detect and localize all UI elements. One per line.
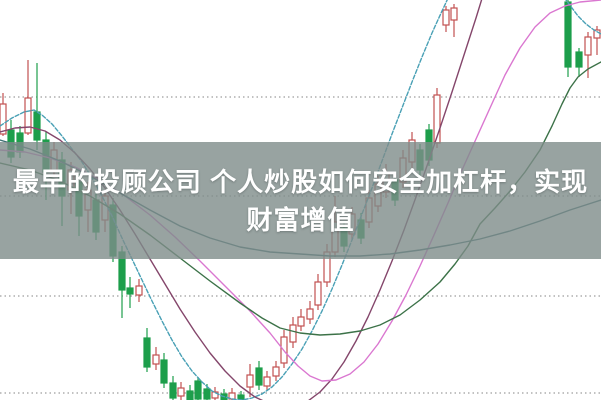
candle-body-up: [263, 376, 271, 387]
candle-body-up: [24, 97, 32, 134]
candle-body-down: [160, 359, 168, 384]
candle-body-down: [575, 51, 583, 68]
candle-body-down: [143, 337, 151, 368]
candle-body-down: [33, 111, 41, 141]
candle-body-down: [194, 380, 202, 400]
headline-overlay: 最早的投顾公司 个人炒股如何安全加杠杆，实现 财富增值: [0, 142, 601, 259]
candle-body-down: [255, 367, 263, 386]
candle-body-up: [450, 7, 458, 21]
candle-body-down: [169, 382, 177, 399]
candle-body-up: [314, 281, 322, 306]
candle-body-down: [186, 390, 194, 400]
headline-line-2: 财富增值: [246, 204, 355, 235]
candle-body-up: [584, 36, 592, 56]
candle-body-down: [203, 388, 211, 400]
candle-body-up: [135, 285, 143, 296]
candle-body-up: [177, 387, 185, 397]
candle-body-up: [306, 308, 314, 320]
candle-body-up: [289, 324, 297, 343]
headline-line-1: 最早的投顾公司 个人炒股如何安全加杠杆，实现: [12, 166, 589, 197]
candle-body-up: [152, 354, 160, 365]
candle-body-down: [564, 1, 572, 68]
candle-body-up: [272, 366, 280, 377]
candle-body-up: [442, 9, 450, 26]
candle-body-up: [246, 374, 254, 388]
candle-body-up: [297, 316, 305, 327]
candle-body-down: [126, 287, 134, 295]
candle-body-up: [0, 103, 7, 135]
candle-body-up: [211, 391, 219, 399]
candle-body-down: [237, 394, 245, 400]
